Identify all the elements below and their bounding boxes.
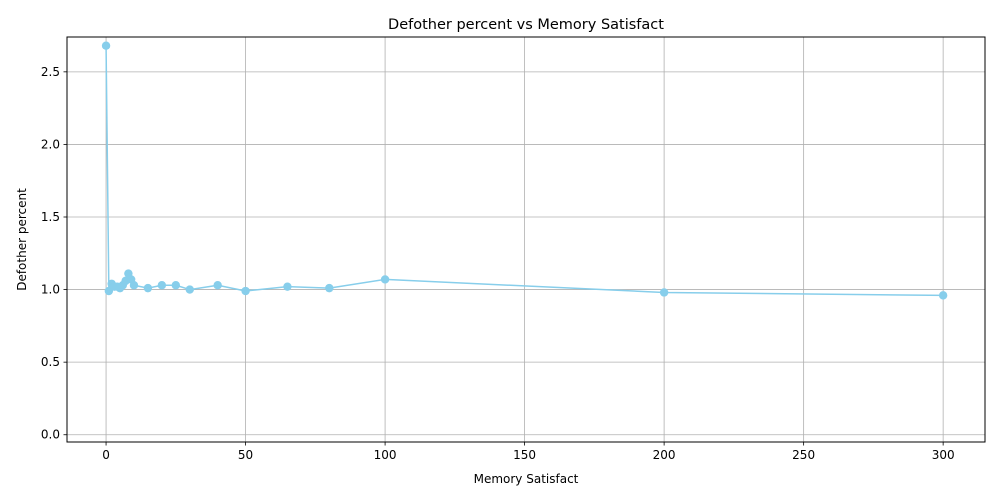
data-point <box>157 281 167 290</box>
x-tick-label: 200 <box>653 448 676 462</box>
data-point <box>241 286 250 296</box>
y-tick-label: 1.5 <box>41 210 60 224</box>
data-point <box>283 282 292 291</box>
axis-ticks: 0 50 100 150 200 250 300 0.0 0.5 1.0 1.5 2.0 2.5 <box>41 65 955 462</box>
x-tick-label: 100 <box>374 448 397 462</box>
data-point <box>325 283 334 293</box>
data-point <box>101 41 111 50</box>
grid-lines <box>67 37 985 442</box>
x-tick-label: 150 <box>513 448 536 462</box>
chart-title: Defother percent vs Memory Satisfact <box>388 17 664 33</box>
y-tick-label: 0.5 <box>41 355 60 369</box>
x-tick-label: 0 <box>102 448 110 462</box>
data-point <box>938 291 948 300</box>
data-point <box>659 288 669 297</box>
x-tick-label: 300 <box>932 448 955 462</box>
y-tick-label: 1.0 <box>41 283 60 297</box>
plot-area-frame <box>66 36 986 443</box>
data-point <box>129 281 139 290</box>
data-point <box>213 281 222 290</box>
x-tick-label: 250 <box>792 448 815 462</box>
data-point <box>380 275 390 284</box>
data-series <box>101 41 948 300</box>
y-tick-label: 2.0 <box>41 137 60 151</box>
data-point <box>185 285 194 294</box>
x-axis-title: Memory Satisfact <box>474 472 579 486</box>
y-tick-label: 0.0 <box>41 428 60 442</box>
data-point <box>143 283 153 293</box>
y-axis-title: Defother percent <box>15 188 29 291</box>
y-tick-label: 2.5 <box>41 65 60 79</box>
data-point <box>171 281 181 290</box>
x-tick-label: 50 <box>238 448 253 462</box>
